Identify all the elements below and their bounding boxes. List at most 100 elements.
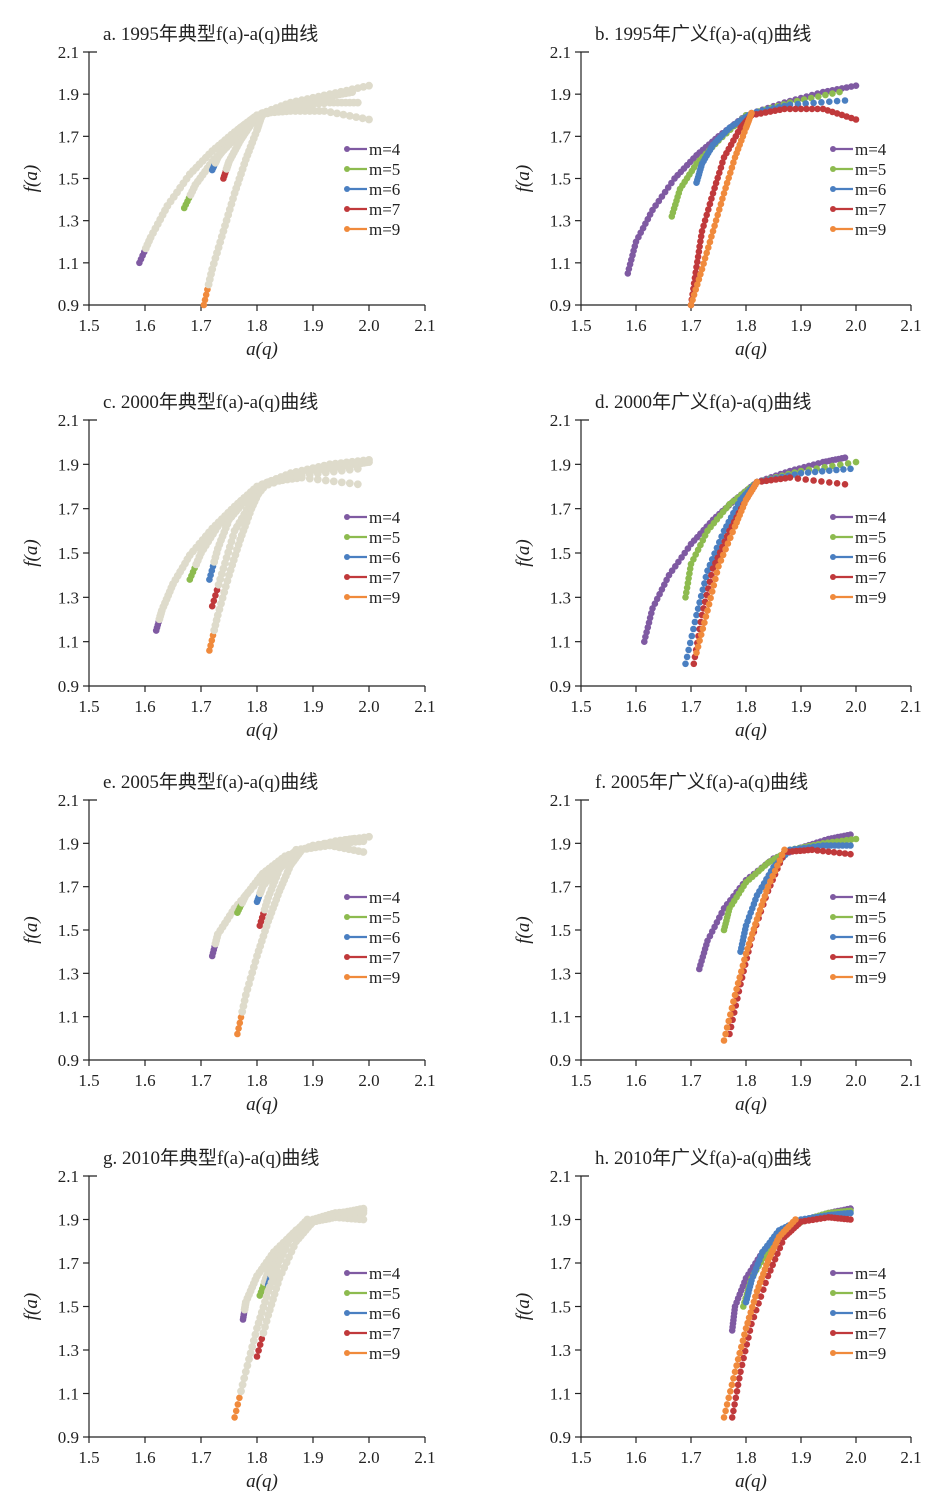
y-tick-label: 1.7 bbox=[550, 878, 572, 897]
x-tick-label: 1.8 bbox=[735, 316, 756, 335]
legend-marker bbox=[344, 934, 350, 940]
data-point bbox=[847, 1216, 854, 1223]
legend-label: m=4 bbox=[369, 508, 401, 527]
data-point bbox=[774, 862, 781, 869]
data-point bbox=[847, 831, 854, 838]
data-point bbox=[692, 286, 699, 293]
data-point bbox=[703, 211, 710, 219]
x-tick-label: 1.6 bbox=[625, 316, 646, 335]
data-point bbox=[359, 837, 368, 846]
data-point bbox=[253, 1353, 261, 1360]
y-tick-label: 1.5 bbox=[550, 544, 571, 563]
x-tick-label: 2.0 bbox=[845, 316, 866, 335]
data-point bbox=[736, 1349, 743, 1357]
data-point bbox=[201, 296, 209, 304]
data-point bbox=[792, 1216, 799, 1223]
y-tick-label: 1.9 bbox=[58, 85, 79, 104]
y-axis-label: f(a) bbox=[21, 916, 42, 943]
y-axis-label: f(a) bbox=[513, 539, 534, 566]
y-tick-label: 1.3 bbox=[58, 588, 79, 607]
x-tick-label: 1.8 bbox=[735, 1448, 756, 1467]
legend-label: m=7 bbox=[369, 568, 401, 587]
legend-marker bbox=[830, 934, 836, 940]
data-point bbox=[697, 233, 705, 240]
data-point bbox=[337, 466, 346, 475]
y-tick-label: 1.5 bbox=[550, 1298, 571, 1317]
data-point bbox=[694, 281, 701, 288]
data-point bbox=[238, 1380, 247, 1389]
data-point bbox=[716, 538, 723, 546]
x-tick-label: 2.0 bbox=[358, 697, 379, 716]
data-marks bbox=[136, 81, 373, 309]
panel-f: 0.9 1.1 1.3 1.5 1.7 1.9 2.1 1.5 1.6 1.7 1.8 1.9 2.0 2… bbox=[513, 771, 922, 1115]
x-tick-label: 1.5 bbox=[570, 1448, 591, 1467]
legend-marker bbox=[344, 1270, 350, 1276]
legend-label: m=6 bbox=[369, 1304, 400, 1323]
data-point bbox=[802, 100, 809, 107]
data-point bbox=[719, 159, 726, 166]
legend-marker bbox=[344, 894, 350, 900]
data-point bbox=[245, 1355, 253, 1364]
data-point bbox=[818, 478, 825, 485]
y-tick-label: 1.7 bbox=[58, 500, 80, 519]
data-marks bbox=[152, 456, 373, 654]
data-point bbox=[703, 249, 710, 257]
y-tick-label: 1.5 bbox=[58, 170, 79, 189]
x-tick-label: 1.9 bbox=[302, 316, 323, 335]
data-marks bbox=[231, 1204, 368, 1421]
data-point bbox=[764, 883, 772, 890]
data-point bbox=[727, 169, 734, 177]
series-m9 bbox=[206, 480, 267, 654]
legend-label: m=4 bbox=[369, 140, 401, 159]
legend-label: m=6 bbox=[855, 548, 886, 567]
series-m7 bbox=[253, 1213, 368, 1360]
y-tick-label: 2.1 bbox=[58, 791, 79, 810]
data-point bbox=[852, 458, 860, 466]
data-point bbox=[786, 105, 794, 113]
data-point bbox=[248, 1343, 257, 1351]
legend-label: m=6 bbox=[369, 928, 400, 947]
data-point bbox=[693, 263, 700, 271]
data-point bbox=[767, 1267, 774, 1274]
data-point bbox=[297, 473, 306, 482]
data-point bbox=[234, 1030, 241, 1038]
x-tick-label: 1.7 bbox=[190, 1448, 212, 1467]
data-point bbox=[769, 1261, 776, 1269]
data-point bbox=[237, 1387, 245, 1396]
legend-label: m=4 bbox=[855, 140, 887, 159]
data-point bbox=[714, 174, 721, 182]
data-point bbox=[819, 847, 827, 855]
data-point bbox=[345, 479, 354, 488]
data-point bbox=[740, 1354, 747, 1362]
data-point bbox=[717, 164, 725, 171]
series-m7 bbox=[208, 473, 362, 610]
data-point bbox=[694, 258, 701, 266]
data-point bbox=[852, 116, 860, 123]
x-tick-label: 1.6 bbox=[134, 1071, 155, 1090]
legend-marker bbox=[830, 534, 836, 540]
data-point bbox=[702, 573, 710, 581]
data-point bbox=[695, 276, 703, 283]
legend-marker bbox=[344, 226, 350, 232]
data-point bbox=[705, 244, 712, 251]
data-point bbox=[313, 475, 322, 484]
data-point bbox=[730, 1375, 737, 1382]
y-tick-label: 1.1 bbox=[58, 1008, 79, 1027]
data-point bbox=[709, 227, 717, 235]
data-point bbox=[365, 458, 373, 466]
data-point bbox=[741, 956, 748, 963]
x-tick-label: 2.1 bbox=[414, 1448, 435, 1467]
data-point bbox=[693, 649, 700, 657]
data-point bbox=[708, 195, 715, 202]
legend-label: m=5 bbox=[855, 1284, 886, 1303]
legend-label: m=9 bbox=[855, 968, 886, 987]
legend-marker bbox=[344, 1310, 350, 1316]
data-point bbox=[810, 99, 817, 107]
data-point bbox=[256, 1341, 264, 1348]
data-point bbox=[739, 962, 747, 969]
data-point bbox=[258, 109, 267, 117]
data-point bbox=[712, 217, 720, 224]
legend-label: m=6 bbox=[369, 548, 400, 567]
data-point bbox=[744, 1319, 751, 1327]
x-tick-label: 1.7 bbox=[680, 697, 702, 716]
